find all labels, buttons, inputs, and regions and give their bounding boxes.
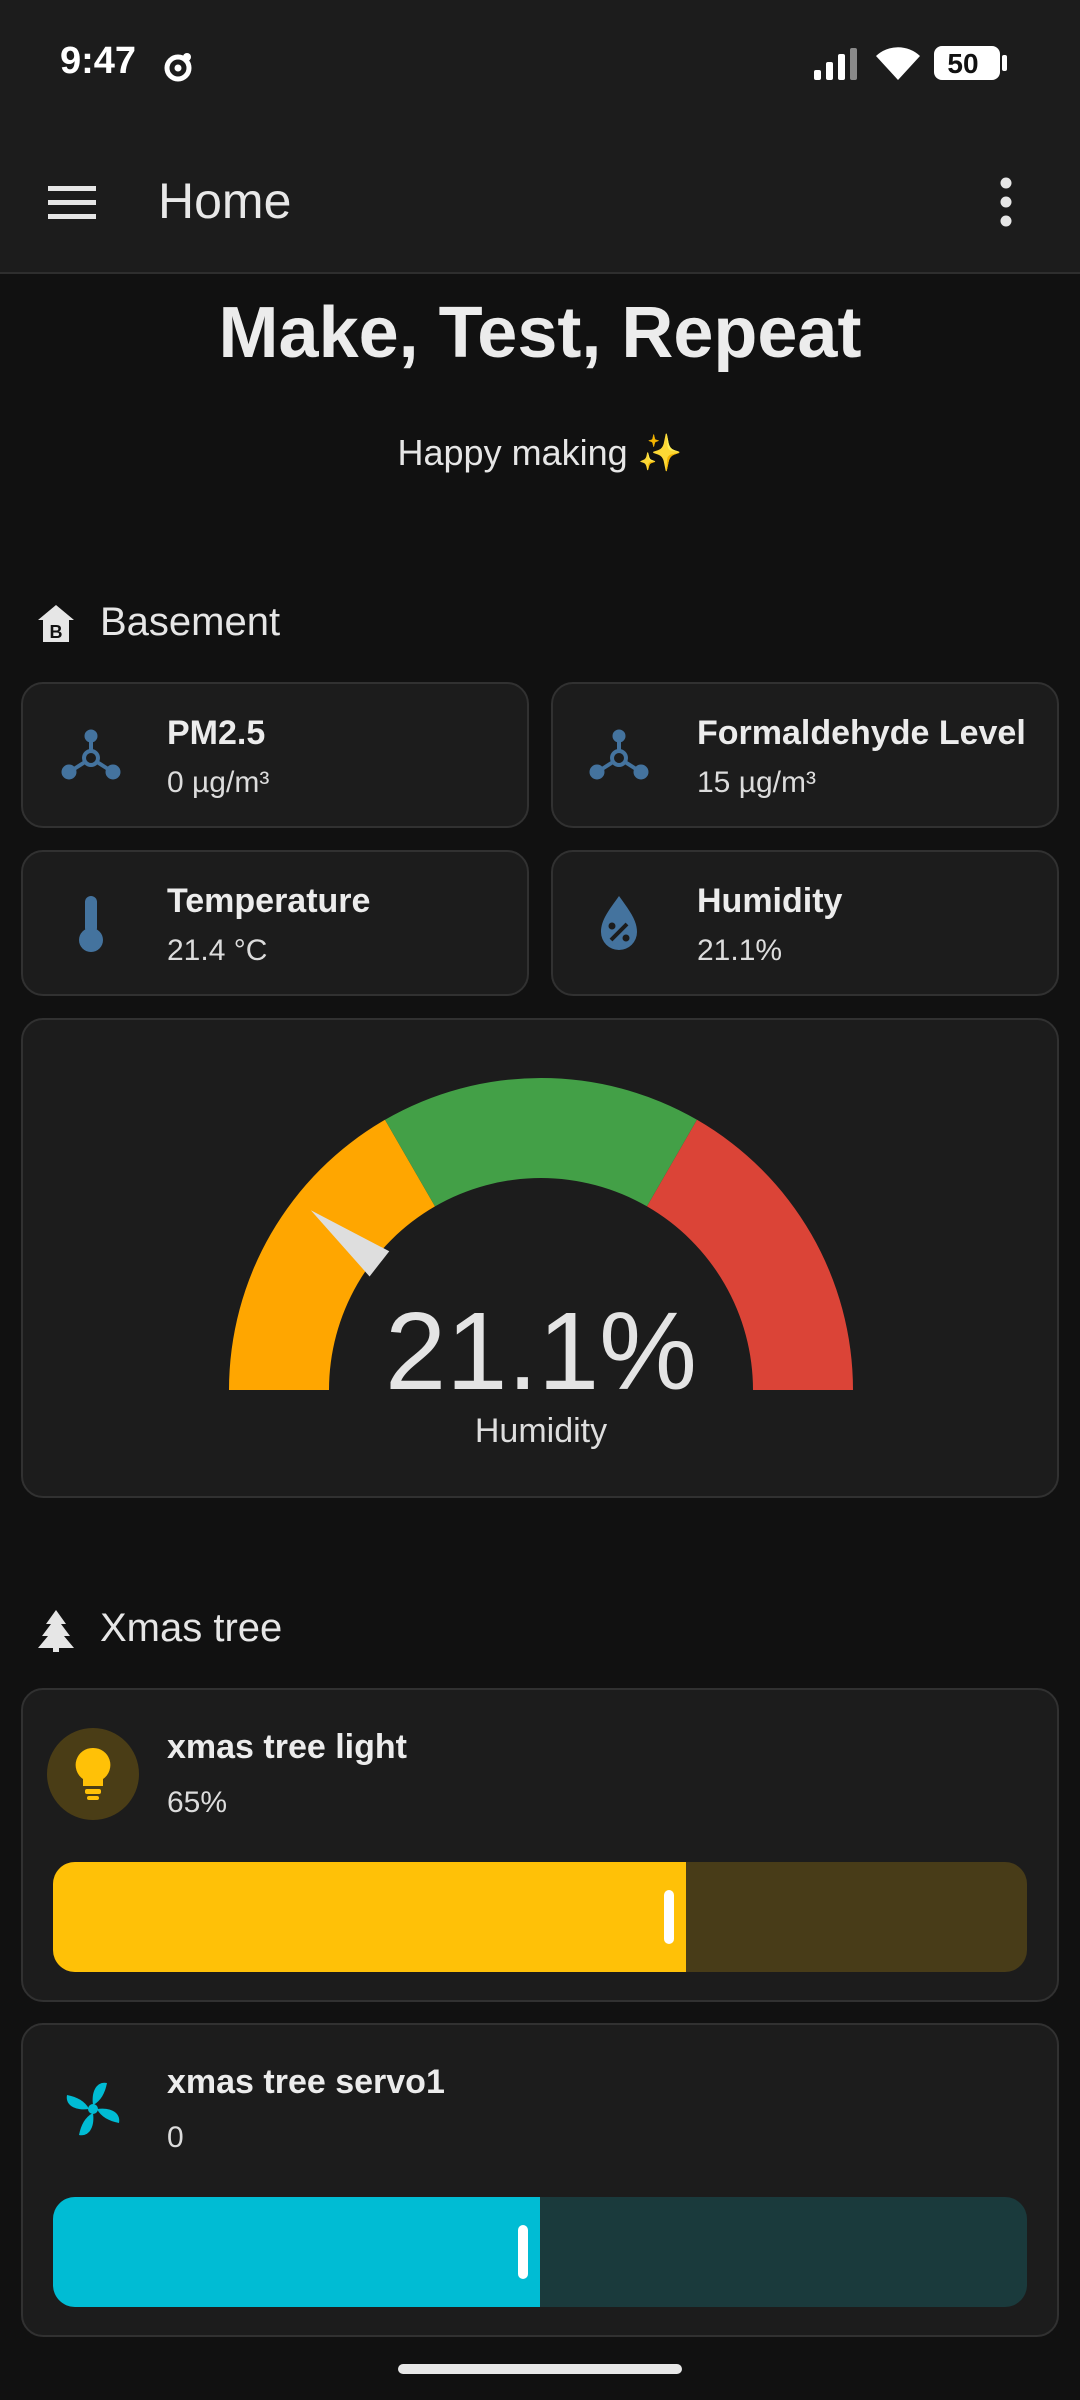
section-title-xmas-tree: Xmas tree: [100, 1606, 283, 1650]
wifi-icon: [876, 47, 920, 80]
battery-level: 50: [947, 48, 979, 79]
tile-temperature[interactable]: Temperature 21.4 °C: [21, 850, 529, 996]
pine-tree-icon: [38, 1610, 74, 1652]
dashboard-heading: Make, Test, Repeat: [218, 293, 862, 373]
gauge-label: Humidity: [474, 1412, 608, 1450]
thermometer-icon: [79, 896, 103, 952]
light-name: xmas tree light: [167, 1728, 407, 1766]
water-percent-icon: [601, 896, 637, 950]
servo-slider-handle[interactable]: [518, 2225, 528, 2279]
tile-state: 15 µg/m³: [697, 766, 816, 799]
tile-name: Temperature: [167, 882, 371, 920]
tile-name: Formaldehyde Level: [697, 714, 1026, 752]
xmas-tree-servo-card[interactable]: xmas tree servo1 0: [21, 2023, 1059, 2337]
xmas-tree-light-card[interactable]: xmas tree light 65%: [21, 1688, 1059, 2002]
servo-state: 0: [167, 2121, 184, 2154]
home-floor-b-icon: B: [38, 605, 74, 642]
menu-icon[interactable]: [40, 172, 106, 232]
light-state: 65%: [167, 1786, 228, 1819]
light-icon-badge[interactable]: [47, 1728, 139, 1820]
lightbulb-icon: [75, 1747, 111, 1800]
notification-icon: [164, 53, 192, 82]
gauge-value: 21.1%: [385, 1290, 697, 1413]
servo-name: xmas tree servo1: [167, 2063, 445, 2101]
light-brightness-slider[interactable]: [53, 1862, 1027, 1972]
app-bar: Home: [0, 130, 1080, 274]
humidity-gauge-card[interactable]: 21.1% Humidity: [21, 1018, 1059, 1498]
dashboard-subtitle: Happy making ✨: [397, 432, 683, 473]
tile-state: 21.1%: [697, 934, 783, 967]
gauge-needle: [310, 1210, 390, 1277]
home-indicator[interactable]: [398, 2364, 682, 2374]
status-bar: 9:47 50: [0, 0, 1080, 130]
humidity-gauge: [229, 1078, 853, 1390]
more-vert-icon[interactable]: [975, 172, 1035, 232]
light-slider-handle[interactable]: [664, 1890, 674, 1944]
fan-icon: [66, 2082, 120, 2136]
status-time: 9:47: [60, 40, 137, 82]
servo-slider-fill: [53, 2197, 540, 2307]
gauge-segment-normal: [385, 1078, 697, 1207]
tile-name: Humidity: [697, 882, 843, 920]
servo-position-slider[interactable]: [53, 2197, 1027, 2307]
gauge-segment-high: [647, 1119, 853, 1390]
tile-state: 21.4 °C: [167, 934, 268, 967]
section-title-basement: Basement: [100, 600, 281, 644]
signal-icon: [814, 48, 857, 80]
molecule-icon: [61, 729, 121, 780]
molecule-icon: [589, 729, 649, 780]
tile-formaldehyde[interactable]: Formaldehyde Level 15 µg/m³: [551, 682, 1059, 828]
tile-humidity[interactable]: Humidity 21.1%: [551, 850, 1059, 996]
tile-state: 0 µg/m³: [167, 766, 270, 799]
light-slider-fill: [53, 1862, 686, 1972]
svg-text:B: B: [50, 622, 63, 642]
gauge-segment-low: [229, 1119, 435, 1390]
battery-icon: 50: [934, 46, 1007, 80]
tile-pm25[interactable]: PM2.5 0 µg/m³: [21, 682, 529, 828]
tile-name: PM2.5: [167, 714, 266, 752]
page-title: Home: [158, 173, 292, 229]
